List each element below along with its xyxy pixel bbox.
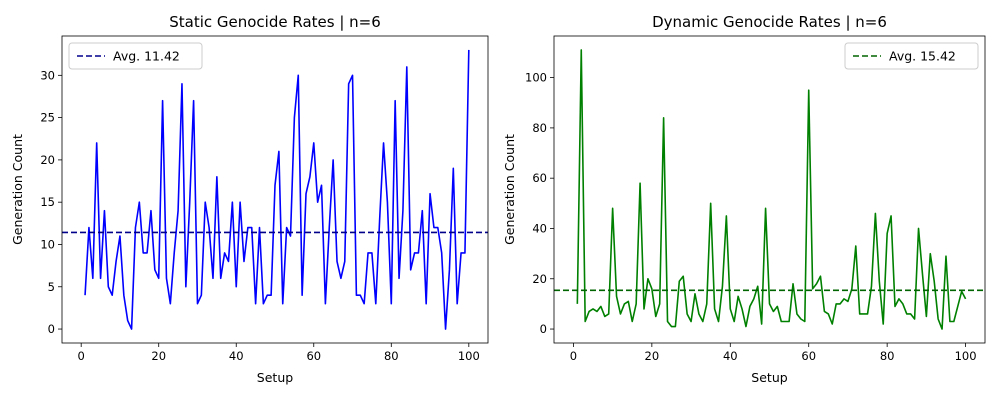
legend-label: Avg. 11.42 bbox=[113, 49, 180, 64]
y-tick-label: 20 bbox=[40, 153, 55, 167]
y-axis-label: Generation Count bbox=[502, 134, 517, 245]
y-tick-label: 60 bbox=[532, 171, 547, 185]
y-tick-label: 100 bbox=[525, 71, 547, 85]
chart-title: Static Genocide Rates | n=6 bbox=[169, 13, 381, 31]
x-tick-label: 100 bbox=[955, 349, 977, 363]
y-tick-label: 30 bbox=[40, 68, 55, 82]
chart-dynamic: Dynamic Genocide Rates | n=6 0 20 40 60 80 100… bbox=[502, 13, 986, 385]
y-tick-label: 15 bbox=[40, 195, 55, 209]
x-tick-label: 20 bbox=[151, 349, 166, 363]
x-tick-label: 40 bbox=[229, 349, 244, 363]
y-tick-label: 25 bbox=[40, 111, 55, 125]
x-tick-label: 40 bbox=[723, 349, 738, 363]
x-tick-label: 80 bbox=[880, 349, 895, 363]
plot-frame bbox=[553, 35, 986, 344]
y-tick-label: 10 bbox=[40, 237, 55, 251]
y-tick-label: 80 bbox=[532, 121, 547, 135]
y-tick-label: 0 bbox=[540, 322, 547, 336]
y-tick-label: 20 bbox=[532, 272, 547, 286]
legend-box bbox=[844, 42, 979, 70]
legend-label: Avg. 15.42 bbox=[889, 49, 956, 64]
legend: Avg. 11.42 bbox=[68, 42, 203, 70]
data-series-line bbox=[576, 49, 967, 330]
x-axis-label: Setup bbox=[751, 370, 787, 385]
y-tick-label: 5 bbox=[48, 280, 55, 294]
legend-box bbox=[68, 42, 203, 70]
y-axis-label: Generation Count bbox=[10, 134, 25, 245]
x-tick-label: 20 bbox=[645, 349, 660, 363]
y-tick-label: 40 bbox=[532, 221, 547, 235]
chart-title: Dynamic Genocide Rates | n=6 bbox=[652, 13, 887, 31]
plot-frame bbox=[61, 35, 489, 344]
x-tick-label: 60 bbox=[306, 349, 321, 363]
data-series-line bbox=[84, 49, 470, 330]
x-tick-label: 0 bbox=[78, 349, 85, 363]
x-tick-label: 60 bbox=[801, 349, 816, 363]
x-tick-label: 80 bbox=[384, 349, 399, 363]
x-tick-label: 0 bbox=[570, 349, 577, 363]
x-axis-label: Setup bbox=[257, 370, 293, 385]
x-tick-label: 100 bbox=[458, 349, 480, 363]
legend: Avg. 15.42 bbox=[844, 42, 979, 70]
y-tick-label: 0 bbox=[48, 322, 55, 336]
chart-static: Static Genocide Rates | n=6 0 20 40 60 80 100 0… bbox=[10, 13, 489, 385]
